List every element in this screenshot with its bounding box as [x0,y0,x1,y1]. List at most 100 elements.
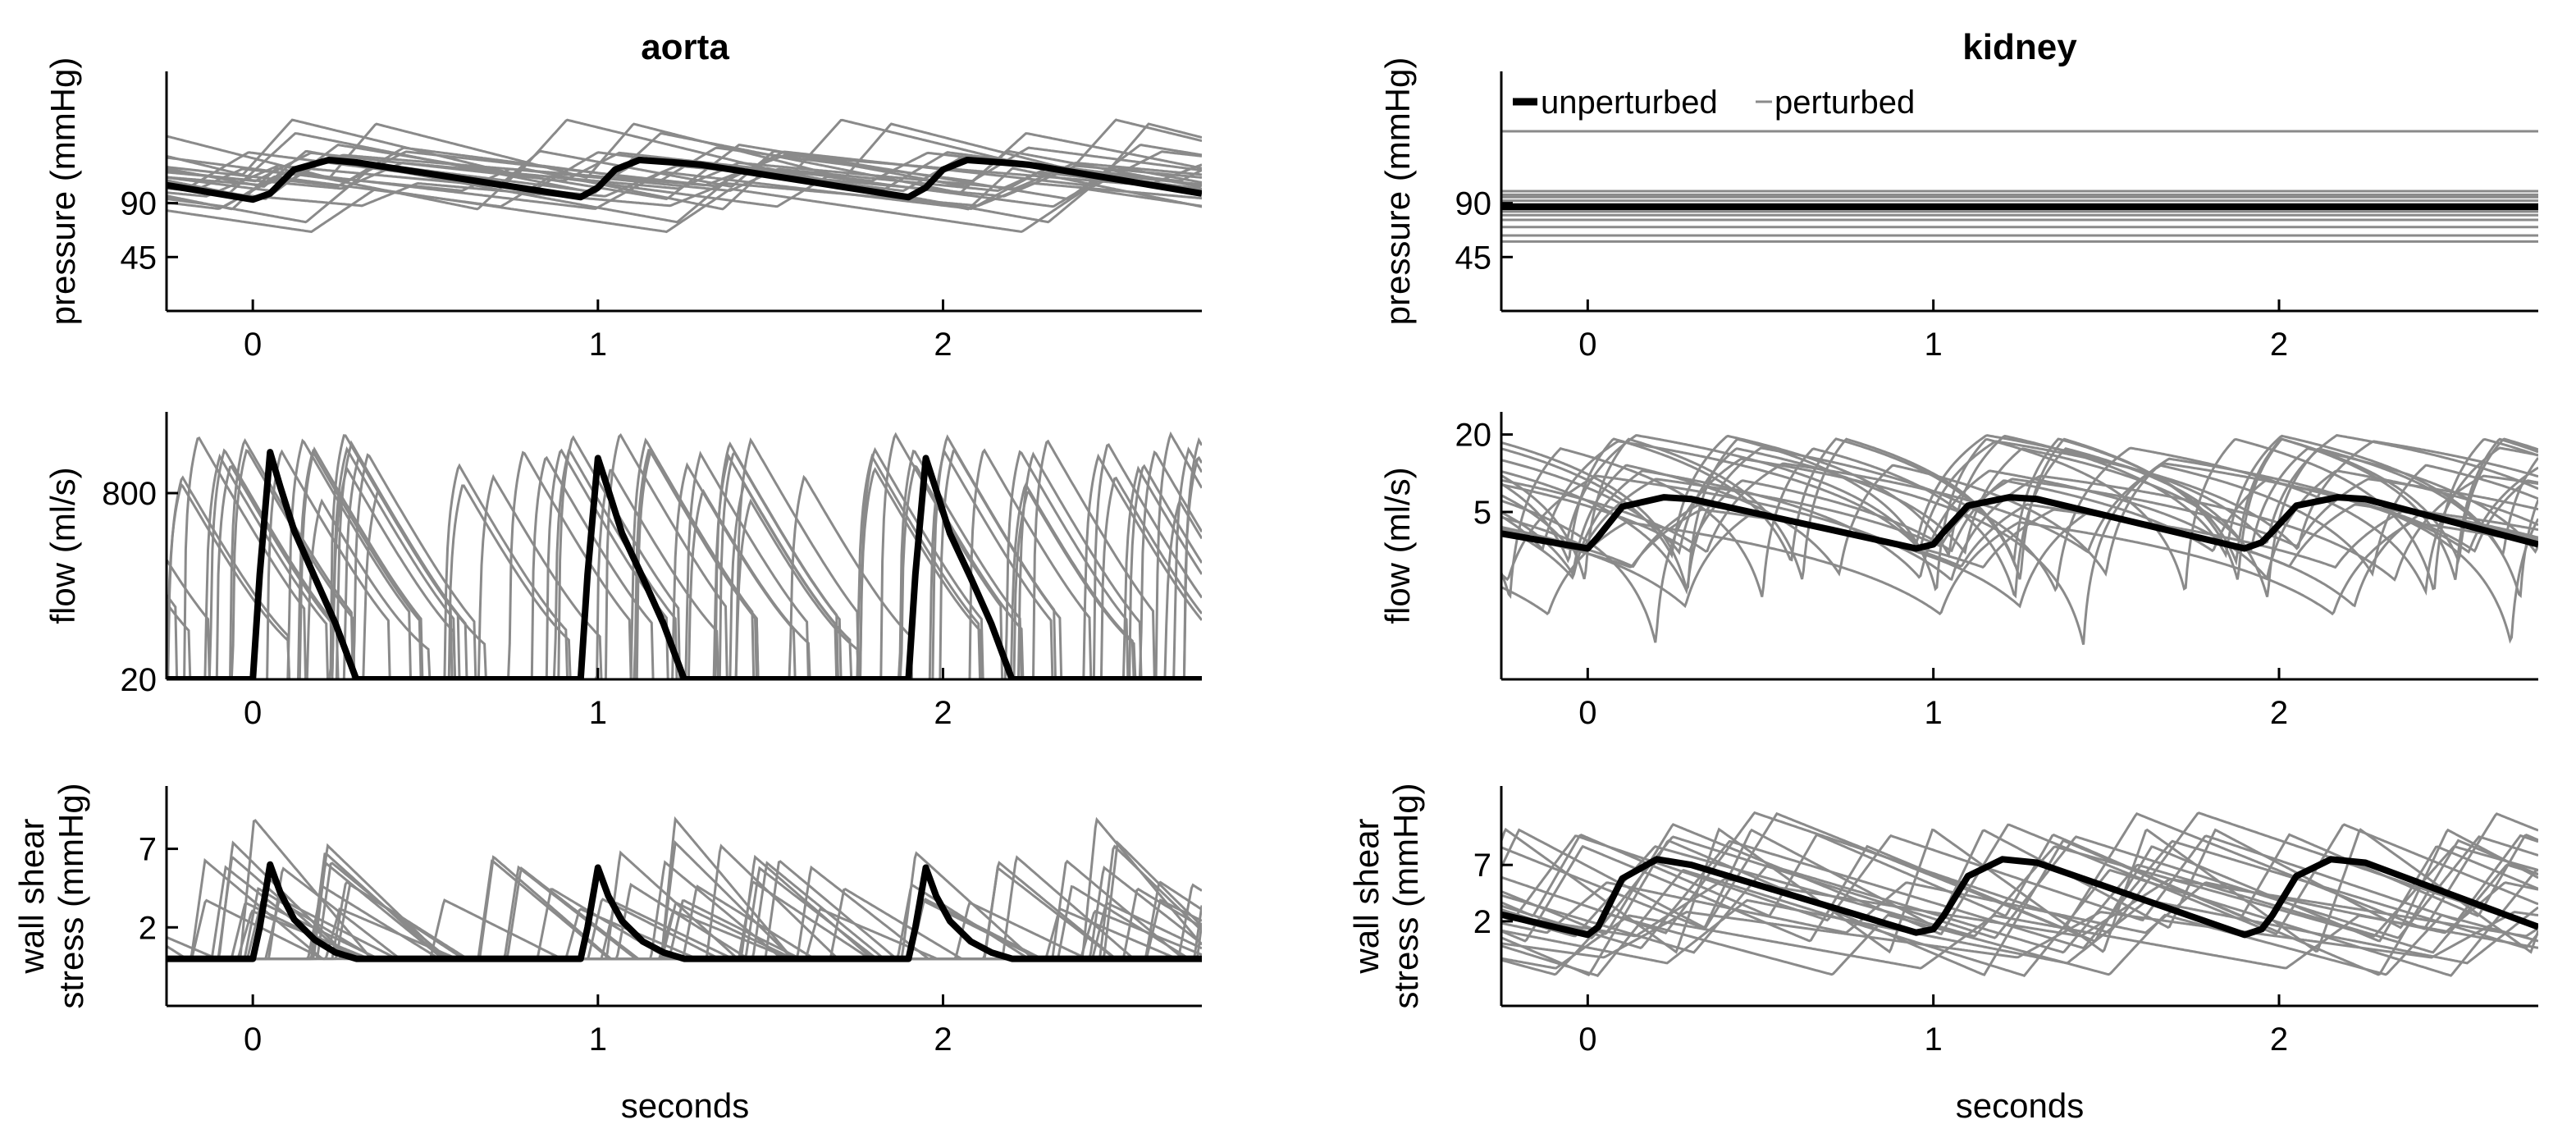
x-tick-label: 1 [589,1021,607,1058]
perturbed-line [1501,478,2538,548]
kidney-flow-panel: 0 1 2 5 20 flow (ml/s) [1378,412,2538,731]
perturbed-line [167,434,1202,679]
perturbed-line [167,436,1202,679]
x-tick-label: 0 [1578,1021,1596,1058]
perturbed-line [167,431,1202,679]
perturbed-line [1501,834,2538,922]
x-tick-label: 1 [589,695,607,731]
unperturbed-line [1501,494,2538,552]
y-axis-label: pressure (mmHg) [43,57,82,326]
x-tick-label: 2 [934,327,952,363]
perturbed-line [1501,811,2538,930]
x-tick-label: 2 [2270,1021,2288,1058]
y-tick-label: 90 [121,186,158,222]
plot-area [167,816,1202,962]
perturbed-line [167,446,1202,679]
x-tick-label: 2 [934,1021,952,1058]
perturbed-line [1501,827,2538,954]
plot-area [167,118,1202,234]
y-tick-label: 7 [139,832,157,868]
unperturbed-line [167,449,1202,679]
legend: unperturbed perturbed [1513,85,1915,121]
x-tick-label: 2 [934,695,952,731]
plot-area [1501,811,2538,977]
aorta-title: aorta [641,27,729,67]
y-tick-label: 7 [1473,848,1491,884]
y-axis-label: pressure (mmHg) [1378,57,1417,326]
perturbed-line [1501,440,2538,551]
perturbed-line [1501,898,2538,965]
perturbed-line [167,448,1202,679]
perturbed-line [167,122,1202,180]
perturbed-line [1501,863,2538,954]
perturbed-line [167,860,1202,961]
x-tick-label: 1 [1925,327,1943,363]
y-tick-label: 45 [121,240,158,276]
legend-unperturbed-label: unperturbed [1541,85,1718,121]
perturbed-line [1501,913,2538,976]
x-tick-label: 0 [244,327,262,363]
perturbed-line [1501,446,2538,596]
perturbed-line [1501,437,2538,581]
perturbed-line [1501,447,2538,600]
x-tick-label: 0 [1578,695,1596,731]
aorta-wall-shear-panel: 0 1 2 2 7 wall shear stress (mmHg) [12,783,1202,1058]
y-tick-label: 800 [102,476,157,512]
y-axis-label: stress (mmHg) [1386,783,1425,1008]
perturbed-line [167,446,1202,679]
perturbed-line [167,898,1202,961]
y-axis-label: flow (ml/s) [43,467,82,624]
kidney-xlabel: seconds [1956,1086,2084,1125]
perturbed-line [167,482,1202,679]
perturbed-line [1501,464,2538,578]
aorta-flow-panel: 0 1 2 20 800 flow (ml/s) [43,412,1202,731]
x-tick-label: 1 [1925,1021,1943,1058]
y-axis-label: flow (ml/s) [1378,467,1417,624]
perturbed-line [1501,479,2538,553]
x-tick-label: 0 [1578,327,1596,363]
aorta-pressure-panel: 0 1 2 45 90 pressure (mmHg) [43,57,1202,363]
y-axis-label: wall shear [12,818,51,974]
unperturbed-line [1501,856,2538,939]
perturbed-line [167,465,1202,679]
y-axis-label: wall shear [1347,818,1386,974]
perturbed-line [1501,868,2538,977]
perturbed-line [1501,839,2538,950]
x-tick-label: 2 [2270,695,2288,731]
y-tick-label: 45 [1455,240,1492,276]
perturbed-line [1501,503,2538,569]
y-axis-label: stress (mmHg) [52,783,90,1008]
y-tick-label: 5 [1473,495,1491,531]
x-tick-label: 1 [1925,695,1943,731]
y-tick-label: 2 [139,910,157,946]
unperturbed-line [167,157,1202,203]
perturbed-line [167,165,1202,224]
perturbed-line [167,446,1202,679]
perturbed-line [1501,511,2538,609]
y-tick-label: 90 [1455,186,1492,222]
aorta-xlabel: seconds [621,1086,749,1125]
perturbed-line [1501,437,2538,568]
perturbed-line [1501,914,2538,970]
perturbed-line [1501,508,2538,569]
x-tick-label: 0 [244,1021,262,1058]
plot-area [167,431,1202,679]
y-tick-label: 20 [1455,418,1492,454]
perturbed-line [167,462,1202,679]
perturbed-line [167,448,1202,679]
y-tick-label: 2 [1473,904,1491,940]
perturbed-line [1501,845,2538,938]
legend-perturbed-label: perturbed [1774,85,1915,121]
plot-area [1501,434,2538,645]
perturbed-line [1501,437,2538,592]
y-tick-label: 20 [121,662,158,698]
perturbed-line [167,187,1202,234]
plot-area [1501,130,2538,243]
perturbed-line [167,450,1202,679]
perturbed-line [1501,877,2538,938]
kidney-title: kidney [1962,27,2077,67]
perturbed-line [167,144,1202,200]
perturbed-line [167,850,1202,961]
perturbed-line [167,175,1202,208]
